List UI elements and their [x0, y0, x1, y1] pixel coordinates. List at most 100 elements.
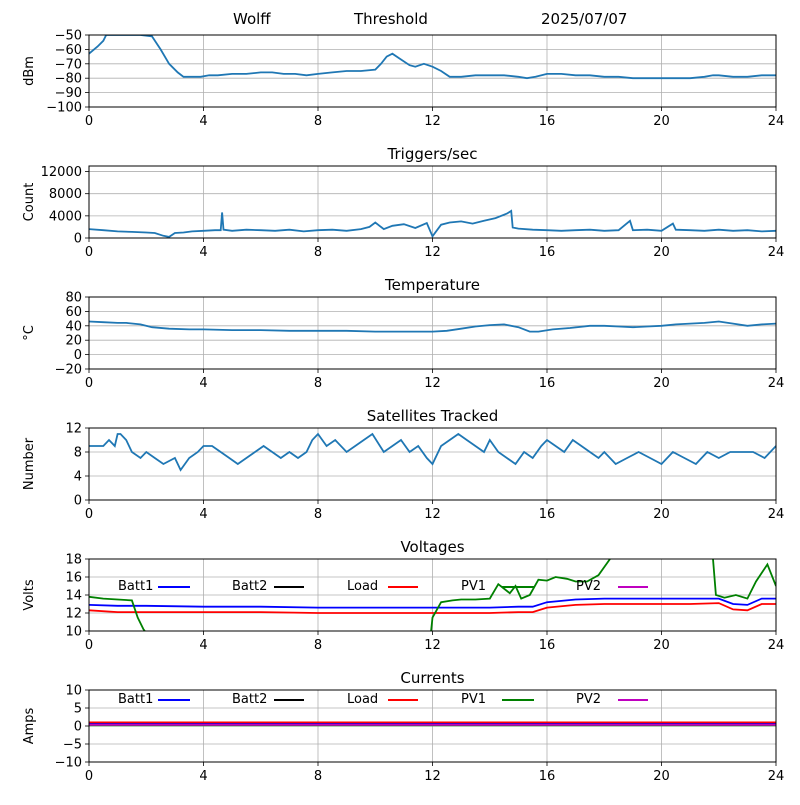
x-tick-label: 8	[314, 638, 322, 653]
x-tick-label: 16	[539, 638, 556, 653]
y-tick-label: −60	[55, 43, 82, 58]
chart-panel: 0 4 8 12 16 20 24 0 4000 8000 12000 Triggers/sec Cou…	[22, 145, 784, 260]
y-tick-label: 14	[65, 589, 82, 604]
y-axis-label: °C	[22, 325, 37, 341]
series-line	[89, 209, 776, 238]
x-tick-label: 20	[653, 507, 670, 522]
header-mode: Threshold	[354, 10, 428, 28]
series-line	[89, 432, 776, 472]
x-tick-label: 24	[768, 245, 785, 260]
chart-title: Currents	[400, 669, 464, 687]
plot-frame	[88, 165, 777, 239]
plot-frame	[88, 427, 777, 501]
chart-title: Voltages	[400, 538, 464, 556]
x-tick-label: 0	[85, 638, 93, 653]
x-tick-label: 24	[768, 114, 785, 129]
legend-label-pv1: PV1	[461, 692, 486, 707]
x-tick-label: 8	[314, 376, 322, 391]
y-tick-label: 16	[65, 571, 82, 586]
x-tick-label: 8	[314, 114, 322, 129]
legend-label-batt1: Batt1	[118, 692, 153, 707]
x-tick-label: 4	[199, 638, 207, 653]
legend-label-load: Load	[347, 579, 378, 594]
y-tick-label: 40	[65, 319, 82, 334]
x-tick-label: 24	[768, 376, 785, 391]
chart-panel: 0 4 8 12 16 20 24 10 12 14 16 18 Batt1 Batt2 Load PV1 PV…	[22, 538, 784, 653]
plot-frame	[88, 296, 777, 370]
plot-frame	[88, 34, 777, 108]
x-tick-label: 12	[424, 507, 441, 522]
legend-label-pv2: PV2	[576, 692, 601, 707]
y-axis-label: dBm	[22, 56, 37, 86]
y-tick-label: −10	[55, 756, 82, 771]
x-tick-label: 16	[539, 245, 556, 260]
x-tick-label: 20	[653, 245, 670, 260]
chart-title: Triggers/sec	[387, 145, 478, 163]
y-tick-label: 8000	[49, 187, 82, 202]
x-tick-label: 8	[314, 245, 322, 260]
x-tick-label: 8	[314, 769, 322, 784]
plot-frame	[88, 689, 777, 763]
x-tick-label: 24	[768, 507, 785, 522]
y-axis-label: Volts	[22, 579, 37, 611]
legend-label-batt2: Batt2	[232, 579, 267, 594]
header-station: Wolff	[233, 10, 271, 28]
x-tick-label: 12	[424, 769, 441, 784]
y-tick-label: −100	[46, 101, 82, 116]
x-tick-label: 16	[539, 114, 556, 129]
chart-panel: 0 4 8 12 16 20 24 −10 −5 0 5 10 Batt1 Batt2 Load PV1 PV2…	[22, 669, 784, 784]
y-tick-label: 12	[65, 607, 82, 622]
x-tick-label: 4	[199, 376, 207, 391]
y-tick-label: 4	[74, 470, 82, 485]
y-tick-label: −5	[63, 738, 82, 753]
chart-title: Temperature	[384, 276, 480, 294]
series-line-load	[89, 602, 776, 614]
x-tick-label: 0	[85, 376, 93, 391]
x-tick-label: 24	[768, 769, 785, 784]
x-tick-label: 20	[653, 769, 670, 784]
legend-label-batt1: Batt1	[118, 579, 153, 594]
y-tick-label: 20	[65, 334, 82, 349]
y-tick-label: 80	[65, 291, 82, 306]
x-tick-label: 0	[85, 114, 93, 129]
legend-label-pv1: PV1	[461, 579, 486, 594]
y-axis-label: Number	[22, 437, 37, 490]
x-tick-label: 20	[653, 376, 670, 391]
x-tick-label: 0	[85, 769, 93, 784]
x-tick-label: 0	[85, 245, 93, 260]
chart-panel: 0 4 8 12 16 20 24 0 4 8 12 Satellites Tracked Number	[22, 407, 784, 522]
y-tick-label: 10	[65, 625, 82, 640]
x-tick-label: 16	[539, 507, 556, 522]
y-tick-label: 12	[65, 422, 82, 437]
x-tick-label: 12	[424, 114, 441, 129]
y-tick-label: −50	[55, 29, 82, 44]
chart-title: Satellites Tracked	[367, 407, 498, 425]
plot-frame	[88, 558, 777, 632]
header-date: 2025/07/07	[541, 10, 628, 28]
legend-label-batt2: Batt2	[232, 692, 267, 707]
y-tick-label: 5	[74, 702, 82, 717]
y-axis-label: Amps	[22, 707, 37, 744]
y-tick-label: −20	[55, 363, 82, 378]
y-tick-label: −90	[55, 86, 82, 101]
y-tick-label: 60	[65, 305, 82, 320]
y-tick-label: 12000	[41, 165, 82, 180]
y-tick-label: 18	[65, 553, 82, 568]
x-tick-label: 8	[314, 507, 322, 522]
series-line	[89, 320, 776, 333]
x-tick-label: 24	[768, 638, 785, 653]
chart-panel: 0 4 8 12 16 20 24 −100−90−80−70−60−50 dBm	[22, 29, 784, 130]
y-tick-label: 0	[74, 720, 82, 735]
x-tick-label: 4	[199, 507, 207, 522]
x-tick-label: 0	[85, 507, 93, 522]
y-tick-label: 0	[74, 494, 82, 509]
x-tick-label: 4	[199, 245, 207, 260]
x-tick-label: 12	[424, 245, 441, 260]
y-tick-label: 4000	[49, 209, 82, 224]
y-tick-label: 0	[74, 232, 82, 247]
y-tick-label: 10	[65, 684, 82, 699]
x-tick-label: 4	[199, 114, 207, 129]
y-tick-label: −70	[55, 57, 82, 72]
legend-label-load: Load	[347, 692, 378, 707]
